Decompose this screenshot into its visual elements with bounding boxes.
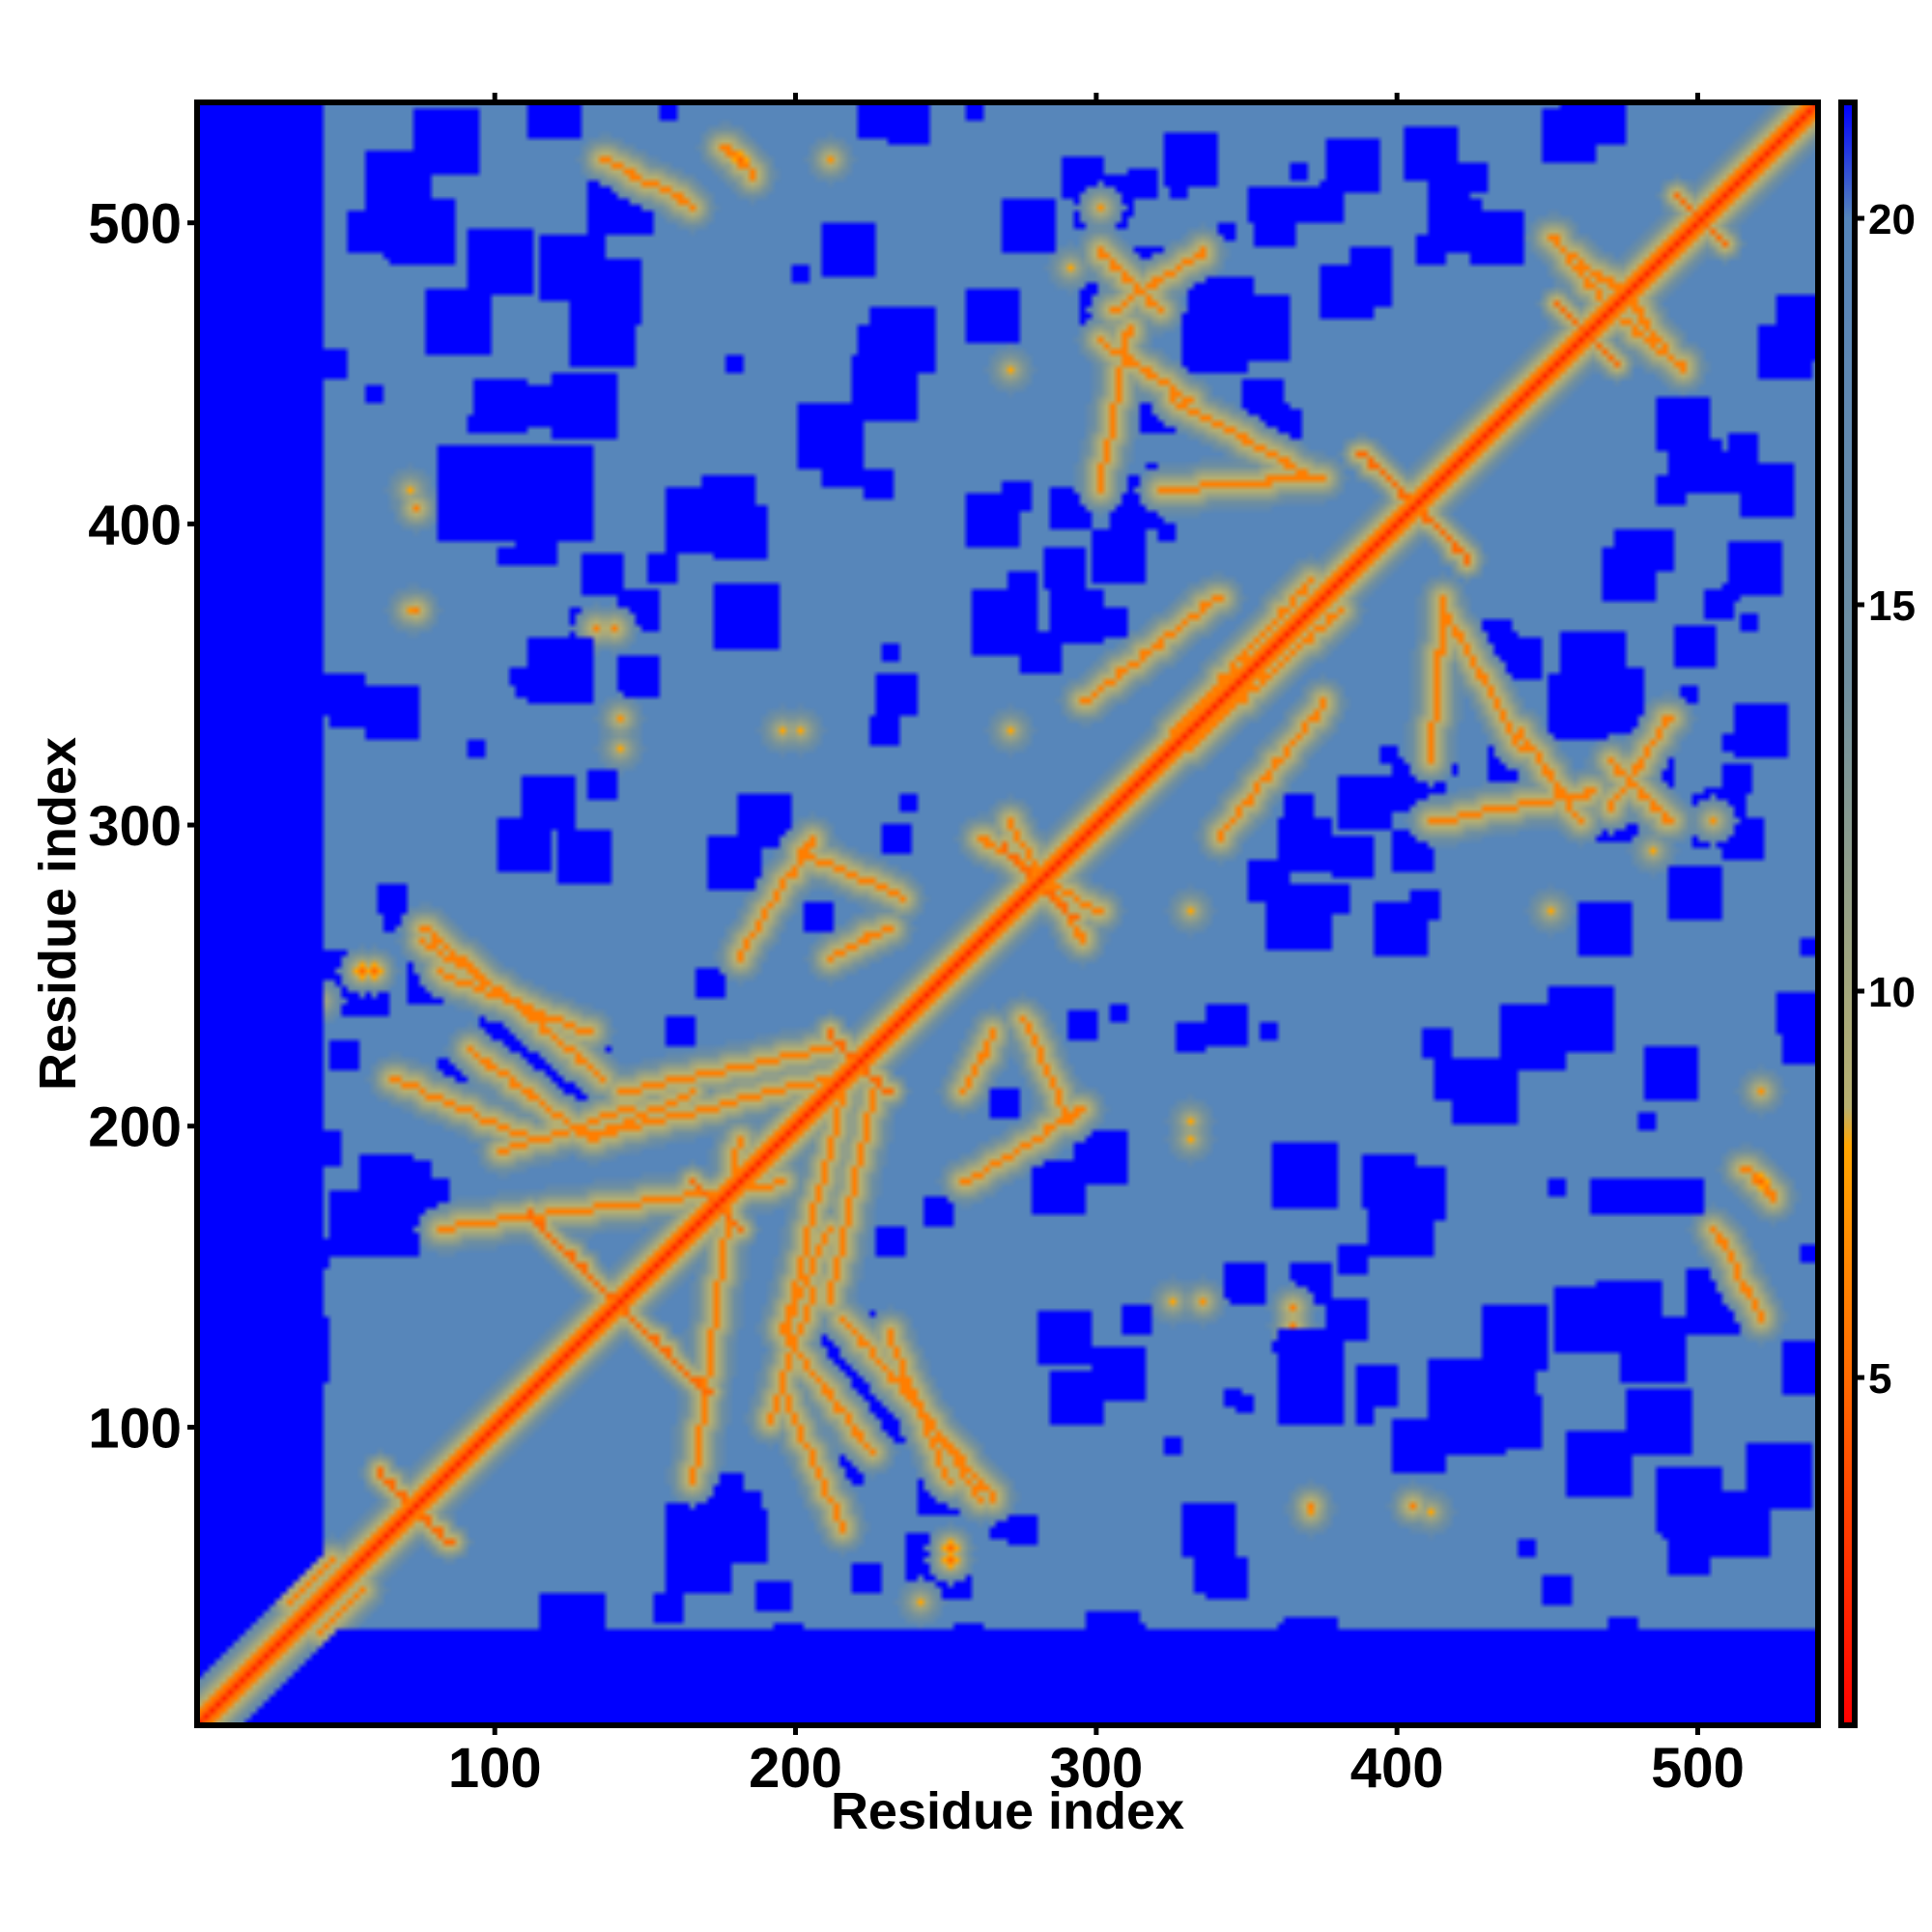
x-tick-label: 200 xyxy=(749,1737,842,1800)
colorbar: 5 10 15 20 xyxy=(1838,99,1916,1728)
x-tick-label: 300 xyxy=(1049,1737,1143,1800)
colorbar-fill xyxy=(1841,102,1855,1725)
y-axis-title: Residue index xyxy=(29,737,87,1091)
colorbar-tick-label: 10 xyxy=(1868,969,1916,1016)
y-tick-label: 100 xyxy=(88,1397,182,1460)
x-axis-ticks: 100 200 300 400 500 xyxy=(448,1725,1745,1800)
y-tick-label: 500 xyxy=(88,193,182,256)
y-axis-ticks: 100 200 300 400 500 xyxy=(88,193,197,1460)
colorbar-tick-label: 20 xyxy=(1868,196,1916,243)
colorbar-ticks: 5 10 15 20 xyxy=(1855,196,1916,1403)
x-tick-label: 400 xyxy=(1350,1737,1444,1800)
heatmap-image xyxy=(197,102,1818,1725)
plot-frame xyxy=(194,99,1821,1728)
y-tick-label: 200 xyxy=(88,1096,182,1159)
colorbar-tick-label: 5 xyxy=(1868,1355,1891,1403)
heatmap-plot-area xyxy=(197,102,1818,1725)
colorbar-frame xyxy=(1838,99,1858,1728)
colorbar-tick-label: 15 xyxy=(1868,582,1916,630)
x-tick-label: 100 xyxy=(448,1737,542,1800)
x-axis-title: Residue index xyxy=(831,1782,1184,1840)
x-tick-label: 500 xyxy=(1651,1737,1745,1800)
top-axis-ticks xyxy=(492,93,1700,102)
y-tick-label: 400 xyxy=(88,494,182,556)
y-tick-label: 300 xyxy=(88,795,182,858)
